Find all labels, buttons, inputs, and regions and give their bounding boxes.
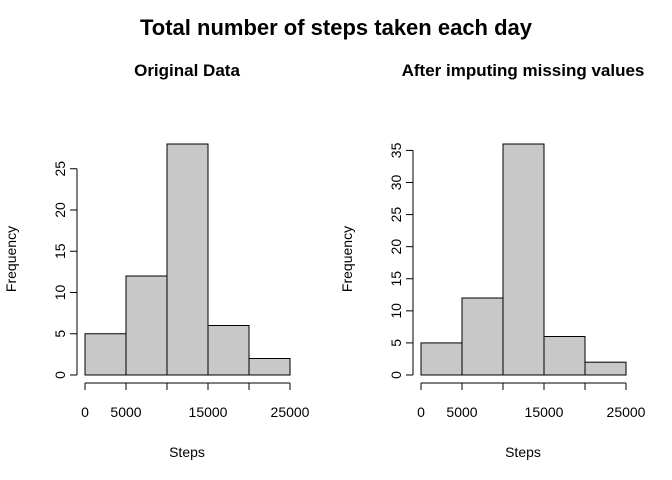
y-tick-label-imputed: 0 bbox=[388, 371, 404, 379]
x-tick-label-original: 25000 bbox=[271, 404, 310, 420]
x-axis-label-imputed: Steps bbox=[505, 444, 541, 460]
plot-area-imputed: 0 5000 15000 25000 0 5 10 15 20 25 30 35 bbox=[388, 142, 646, 420]
x-tick-label-imputed: 5000 bbox=[446, 404, 477, 420]
y-axis-label-original: Frequency bbox=[3, 226, 19, 292]
y-tick-label-original: 10 bbox=[52, 285, 68, 301]
x-tick-label-original: 0 bbox=[81, 404, 89, 420]
y-tick-label-imputed: 30 bbox=[388, 175, 404, 191]
y-axis-label-imputed: Frequency bbox=[339, 226, 355, 292]
panel-imputed: After imputing missing values Steps Freq… bbox=[339, 61, 646, 460]
y-tick-label-original: 5 bbox=[52, 330, 68, 338]
histogram-bar-imputed-4 bbox=[543, 336, 586, 376]
histogram-bar-original-1 bbox=[84, 333, 127, 376]
histogram-bar-original-4 bbox=[207, 325, 250, 376]
histogram-bar-imputed-5 bbox=[584, 361, 627, 376]
y-tick-label-imputed: 35 bbox=[388, 142, 404, 158]
x-axis-label-original: Steps bbox=[169, 444, 205, 460]
main-title: Total number of steps taken each day bbox=[140, 15, 533, 40]
panel-title-imputed: After imputing missing values bbox=[402, 61, 645, 80]
histogram-bar-original-2 bbox=[125, 275, 168, 376]
panel-original: Original Data Steps Frequency 0 5000 15000… bbox=[3, 61, 310, 460]
y-tick-label-original: 25 bbox=[52, 161, 68, 177]
plot-area-original: 0 5000 15000 25000 0 5 10 15 20 25 bbox=[52, 143, 310, 420]
x-tick-label-imputed: 25000 bbox=[607, 404, 646, 420]
histogram-bar-original-5 bbox=[248, 358, 291, 376]
x-tick-label-imputed: 15000 bbox=[525, 404, 564, 420]
y-tick-label-original: 20 bbox=[52, 202, 68, 218]
x-tick-label-imputed: 0 bbox=[417, 404, 425, 420]
y-tick-label-imputed: 5 bbox=[388, 339, 404, 347]
histogram-bar-original-3 bbox=[166, 143, 209, 376]
y-tick-label-imputed: 25 bbox=[388, 207, 404, 223]
y-tick-label-imputed: 10 bbox=[388, 303, 404, 319]
histogram-bar-imputed-1 bbox=[420, 342, 463, 376]
histogram-bar-imputed-3 bbox=[502, 143, 545, 376]
y-tick-label-original: 0 bbox=[52, 371, 68, 379]
x-tick-label-original: 15000 bbox=[189, 404, 228, 420]
y-tick-label-original: 15 bbox=[52, 243, 68, 259]
histogram-bar-imputed-2 bbox=[461, 297, 504, 376]
x-tick-label-original: 5000 bbox=[110, 404, 141, 420]
y-tick-label-imputed: 15 bbox=[388, 271, 404, 287]
y-tick-label-imputed: 20 bbox=[388, 239, 404, 255]
panel-title-original: Original Data bbox=[134, 61, 240, 80]
